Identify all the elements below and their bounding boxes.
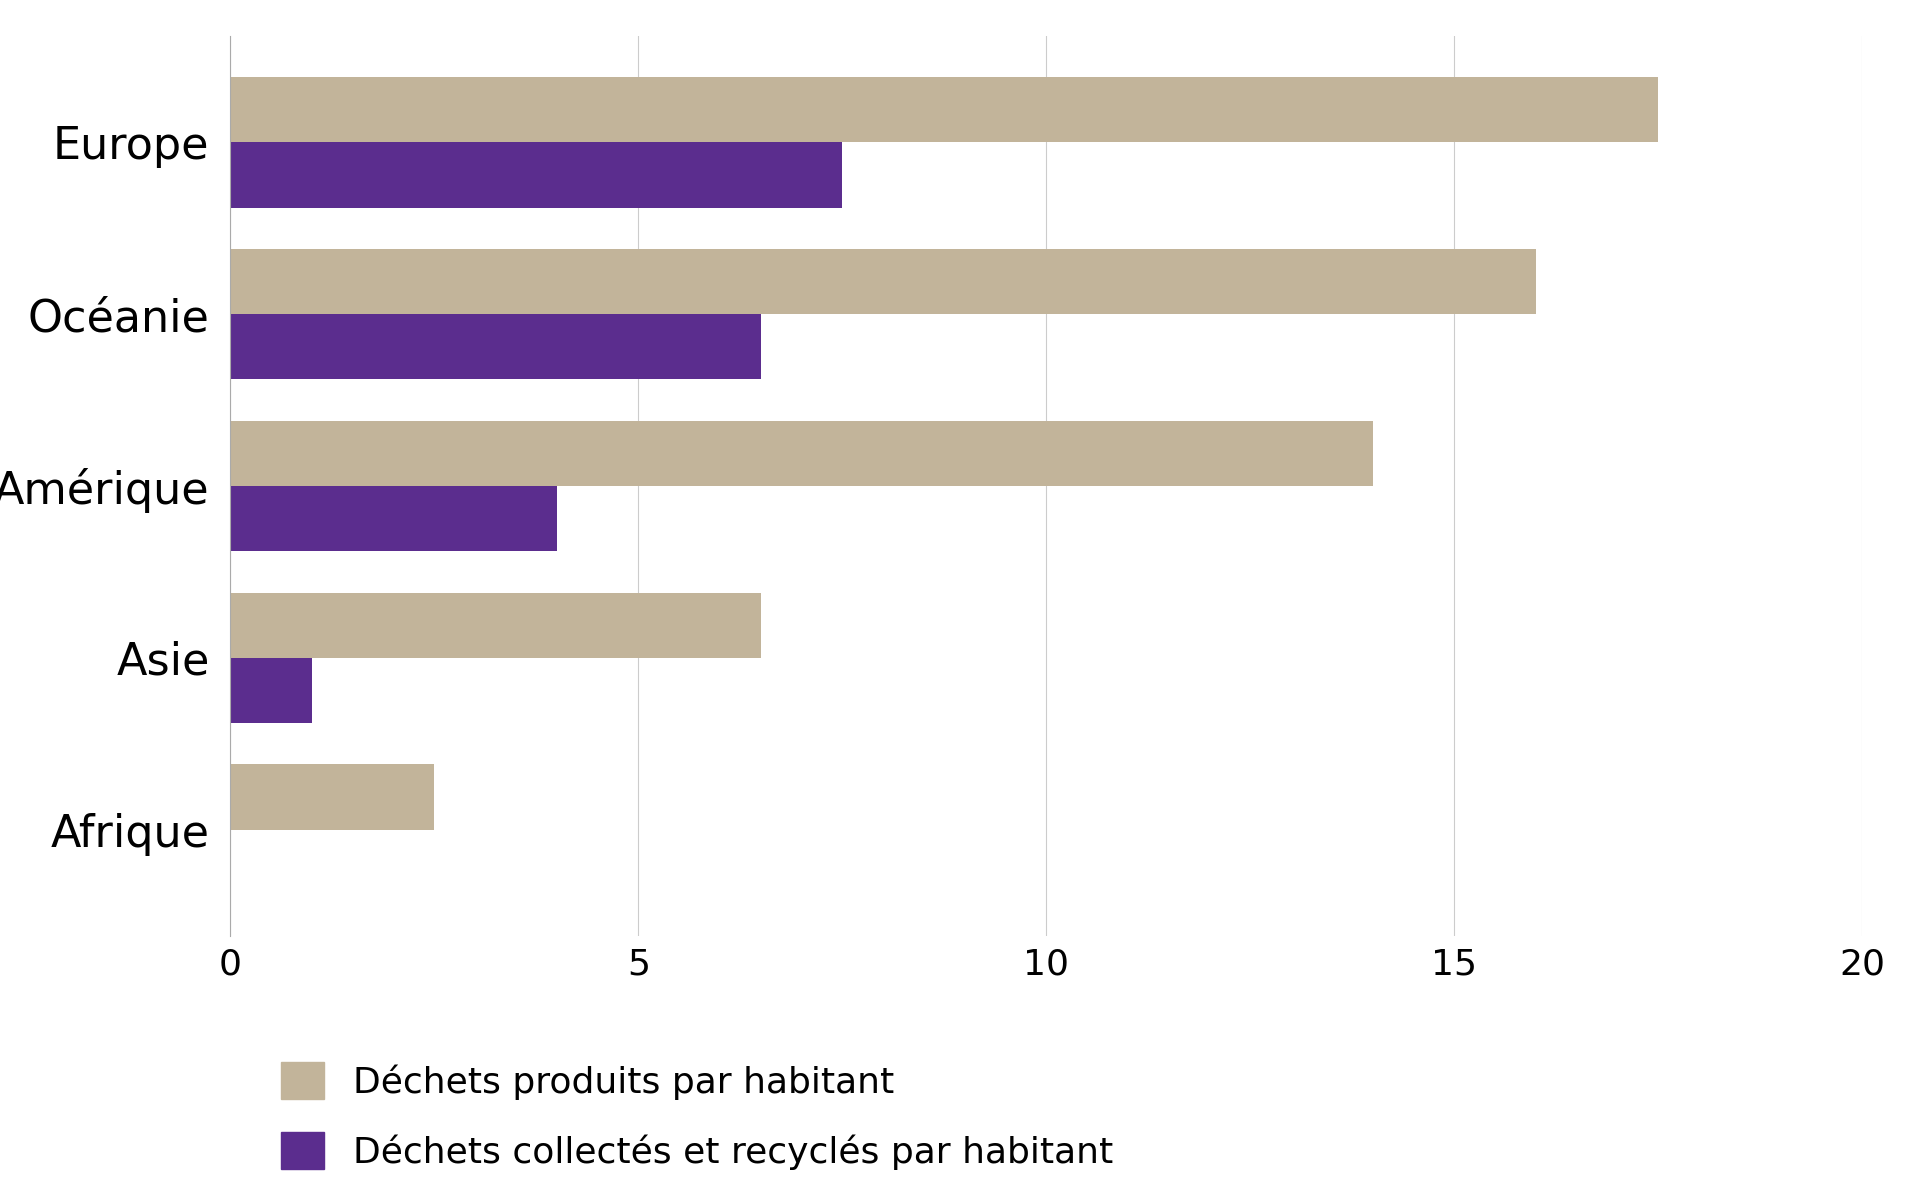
Bar xyxy=(230,764,434,829)
Bar xyxy=(230,421,1373,486)
Bar xyxy=(230,314,760,379)
Bar xyxy=(230,593,760,658)
Bar xyxy=(230,77,1659,143)
Bar xyxy=(230,248,1536,314)
Bar xyxy=(230,143,843,208)
Legend: Déchets produits par habitant, Déchets collectés et recyclés par habitant: Déchets produits par habitant, Déchets c… xyxy=(280,1062,1114,1170)
Bar xyxy=(230,486,557,551)
Bar xyxy=(230,658,311,724)
